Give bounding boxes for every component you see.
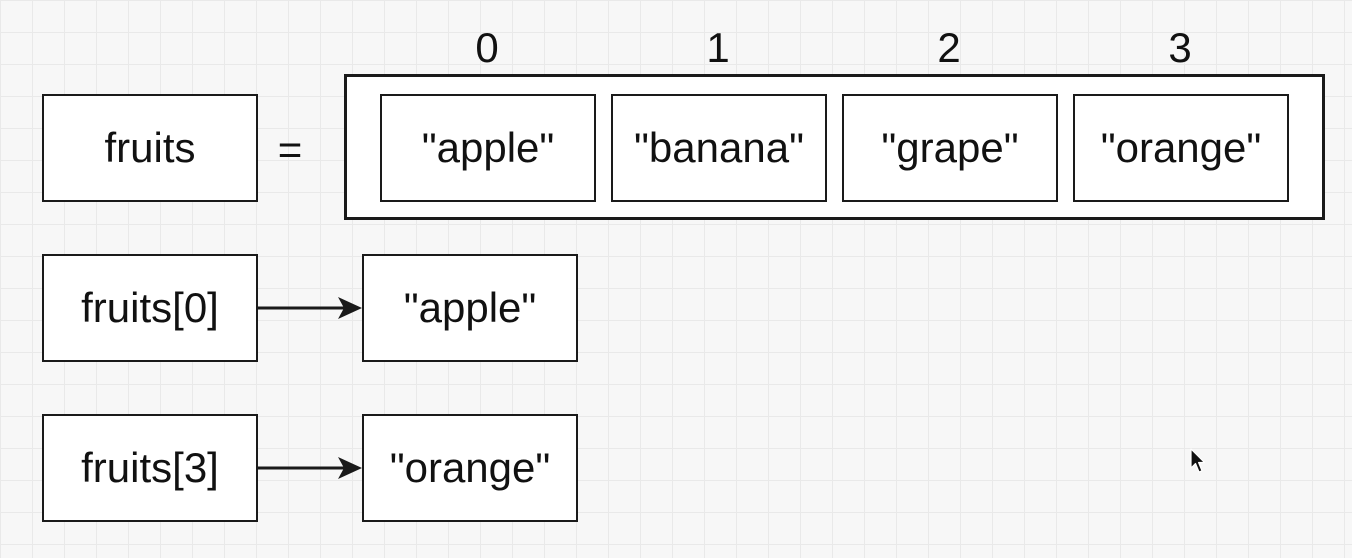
- access-expression-0: fruits[0]: [42, 254, 258, 362]
- variable-name: fruits: [104, 124, 195, 172]
- array-element-text: "orange": [1101, 124, 1262, 172]
- array-element-text: "grape": [881, 124, 1018, 172]
- mouse-pointer-icon: [1190, 448, 1206, 474]
- access-result-text: "orange": [390, 444, 551, 492]
- array-index-1: 1: [688, 24, 748, 72]
- array-element-text: "banana": [634, 124, 804, 172]
- array-element-2: "grape": [842, 94, 1058, 202]
- access-result-text: "apple": [404, 284, 537, 332]
- access-result-0: "apple": [362, 254, 578, 362]
- arrow-right-icon: [258, 294, 364, 322]
- access-result-1: "orange": [362, 414, 578, 522]
- array-index-2: 2: [919, 24, 979, 72]
- equals-sign: =: [268, 126, 312, 174]
- access-expression-text: fruits[0]: [81, 284, 219, 332]
- array-element-1: "banana": [611, 94, 827, 202]
- array-element-text: "apple": [422, 124, 555, 172]
- array-index-0: 0: [457, 24, 517, 72]
- array-element-0: "apple": [380, 94, 596, 202]
- access-expression-1: fruits[3]: [42, 414, 258, 522]
- array-element-3: "orange": [1073, 94, 1289, 202]
- array-index-3: 3: [1150, 24, 1210, 72]
- variable-box: fruits: [42, 94, 258, 202]
- arrow-right-icon: [258, 454, 364, 482]
- access-expression-text: fruits[3]: [81, 444, 219, 492]
